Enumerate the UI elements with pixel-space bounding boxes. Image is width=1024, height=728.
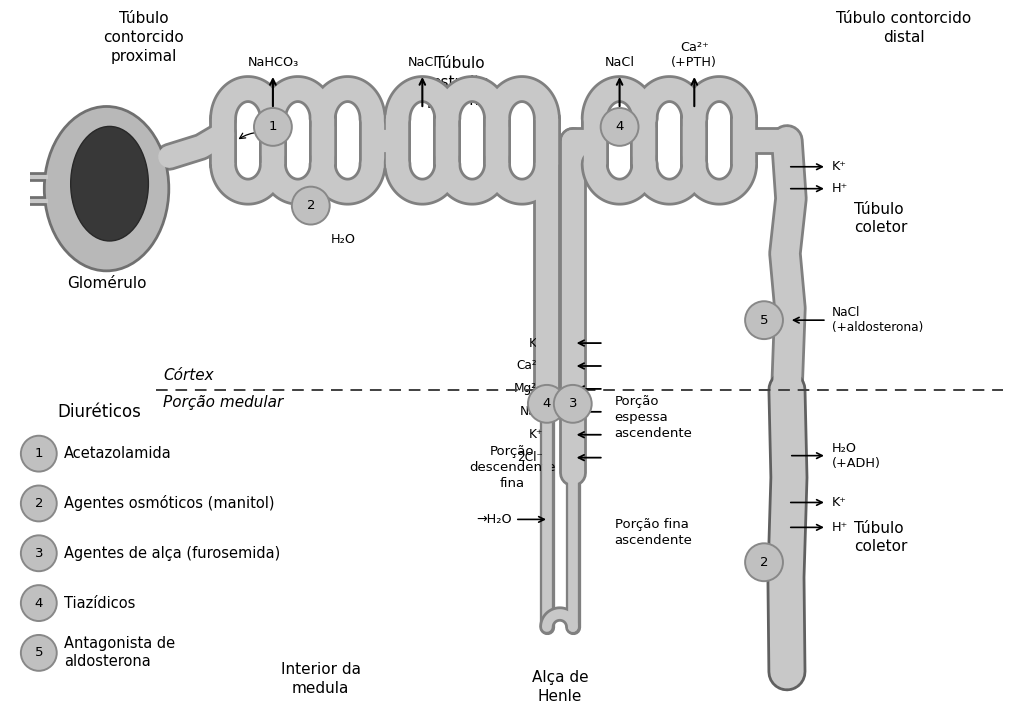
Text: K⁺: K⁺ (528, 336, 543, 349)
Text: 3: 3 (568, 397, 577, 411)
Text: H⁺: H⁺ (831, 182, 848, 195)
Text: 2Cl⁻: 2Cl⁻ (517, 451, 543, 464)
Text: NaCl: NaCl (408, 56, 437, 69)
Circle shape (20, 535, 56, 571)
Circle shape (292, 186, 330, 224)
Circle shape (528, 385, 566, 423)
Text: 1: 1 (35, 447, 43, 460)
Text: Tiazídicos: Tiazídicos (63, 596, 135, 611)
Text: 2: 2 (760, 555, 768, 569)
Text: Agentes osmóticos (manitol): Agentes osmóticos (manitol) (63, 496, 274, 512)
Circle shape (745, 301, 783, 339)
Circle shape (554, 385, 592, 423)
Circle shape (20, 486, 56, 521)
Circle shape (20, 585, 56, 621)
Text: H₂O: H₂O (331, 232, 355, 245)
Text: 5: 5 (35, 646, 43, 660)
Text: 4: 4 (543, 397, 551, 411)
Text: 2: 2 (306, 199, 315, 212)
Text: NaCl: NaCl (604, 56, 635, 69)
Text: 4: 4 (615, 120, 624, 133)
Text: Túbulo
coletor: Túbulo coletor (854, 202, 907, 235)
Text: 4: 4 (35, 596, 43, 609)
Text: Túbulo
estreito
proximal: Túbulo estreito proximal (427, 56, 494, 108)
Text: 2: 2 (35, 497, 43, 510)
Text: Interior da
medula: Interior da medula (281, 662, 360, 695)
Text: NaCl
(+aldosterona): NaCl (+aldosterona) (831, 306, 924, 334)
Circle shape (601, 108, 639, 146)
Text: Glomérulo: Glomérulo (67, 277, 146, 291)
Text: Porção
espessa
ascendente: Porção espessa ascendente (614, 395, 692, 440)
Text: Mg²⁺: Mg²⁺ (513, 382, 543, 395)
Circle shape (20, 436, 56, 472)
Text: 1: 1 (268, 120, 278, 133)
Text: 5: 5 (760, 314, 768, 327)
Text: Túbulo contorcido
distal: Túbulo contorcido distal (836, 12, 971, 45)
Ellipse shape (71, 127, 148, 241)
Text: K⁺: K⁺ (831, 160, 847, 173)
Text: Diuréticos: Diuréticos (57, 403, 141, 421)
Text: Túbulo
coletor: Túbulo coletor (854, 521, 907, 554)
Ellipse shape (44, 106, 169, 271)
Text: Alça de
Henle: Alça de Henle (531, 670, 588, 703)
Text: Porção
descendente
fina: Porção descendente fina (469, 445, 555, 490)
Text: NaHCO₃: NaHCO₃ (247, 56, 299, 69)
Text: K⁺: K⁺ (528, 428, 543, 441)
Text: Na⁺: Na⁺ (520, 405, 543, 419)
Text: K⁺: K⁺ (831, 496, 847, 509)
Text: Antagonista de
aldosterona: Antagonista de aldosterona (63, 636, 175, 669)
Text: Porção fina
ascendente: Porção fina ascendente (614, 518, 692, 547)
Text: Porção medular: Porção medular (164, 395, 284, 410)
Text: 3: 3 (35, 547, 43, 560)
Text: Túbulo
contorcido
proximal: Túbulo contorcido proximal (103, 12, 183, 63)
Text: Ca²⁺
(+PTH): Ca²⁺ (+PTH) (672, 41, 717, 69)
Text: Agentes de alça (furosemida): Agentes de alça (furosemida) (63, 546, 280, 561)
Text: H⁺: H⁺ (831, 521, 848, 534)
Text: Córtex: Córtex (164, 368, 214, 383)
Circle shape (20, 635, 56, 670)
Circle shape (254, 108, 292, 146)
Text: H₂O
(+ADH): H₂O (+ADH) (831, 442, 881, 470)
Text: →H₂O: →H₂O (476, 513, 512, 526)
Circle shape (745, 543, 783, 581)
Text: Ca²⁺: Ca²⁺ (516, 360, 543, 373)
Text: Acetazolamida: Acetazolamida (63, 446, 171, 461)
